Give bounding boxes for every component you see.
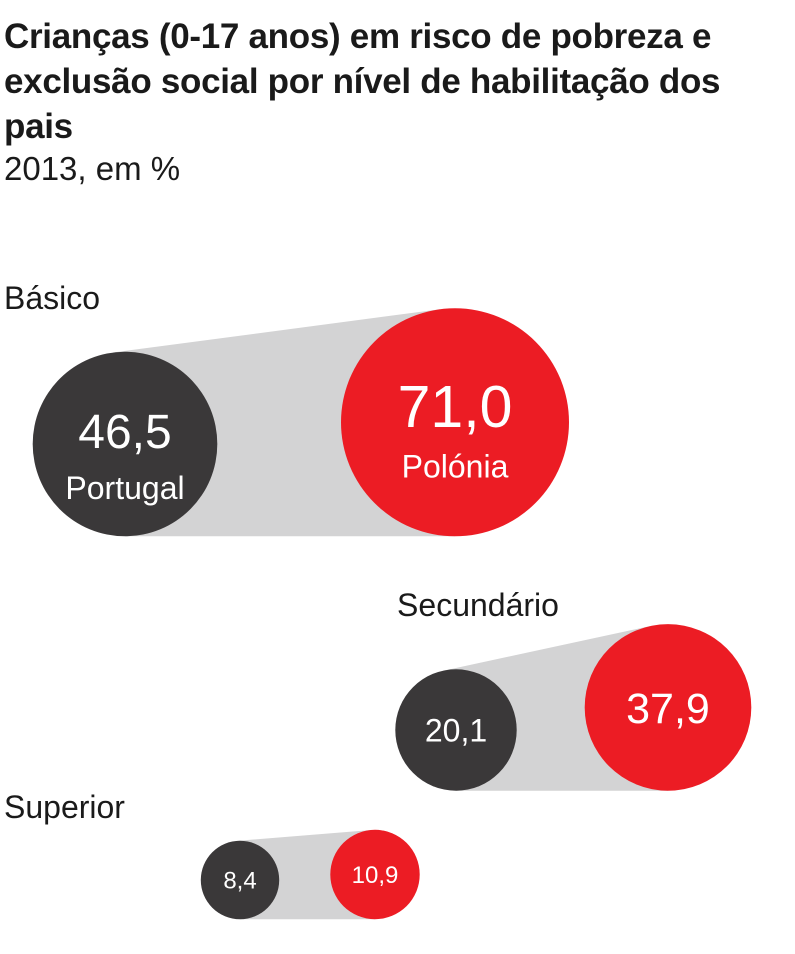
bubble-portugal-basico bbox=[32, 351, 218, 537]
bubble-polonia-secundario bbox=[584, 624, 752, 791]
group-label-superior: Superior bbox=[4, 789, 125, 825]
group-label-basico: Básico bbox=[4, 280, 100, 316]
bubble-polonia-superior bbox=[330, 829, 420, 920]
country-label-polonia: Polónia bbox=[402, 448, 509, 484]
country-label-portugal: Portugal bbox=[65, 470, 184, 506]
chart-subtitle: 2013, em % bbox=[4, 150, 181, 187]
bubble-portugal-superior bbox=[200, 840, 280, 920]
value-label-polonia-superior: 10,9 bbox=[352, 862, 399, 889]
value-label-polonia-basico: 71,0 bbox=[398, 374, 513, 440]
group-basico: Básico 46,5 Portugal 71,0 Polónia bbox=[4, 280, 569, 537]
value-label-portugal-basico: 46,5 bbox=[78, 406, 171, 459]
bubble-portugal-secundario bbox=[395, 669, 517, 791]
chart-title: Crianças (0-17 anos) em risco de pobreza… bbox=[4, 17, 721, 146]
bubble-polonia-basico bbox=[341, 308, 569, 537]
group-label-secundario: Secundário bbox=[397, 587, 559, 623]
group-secundario: Secundário 20,1 37,9 bbox=[395, 587, 752, 791]
chart-header: Crianças (0-17 anos) em risco de pobreza… bbox=[4, 14, 784, 189]
group-superior: Superior 8,4 10,9 bbox=[4, 789, 420, 920]
value-label-portugal-superior: 8,4 bbox=[223, 868, 256, 895]
value-label-polonia-secundario: 37,9 bbox=[626, 685, 710, 733]
value-label-portugal-secundario: 20,1 bbox=[425, 712, 487, 748]
chart-groups: Básico 46,5 Portugal 71,0 Polónia Secundário 2… bbox=[4, 280, 752, 920]
